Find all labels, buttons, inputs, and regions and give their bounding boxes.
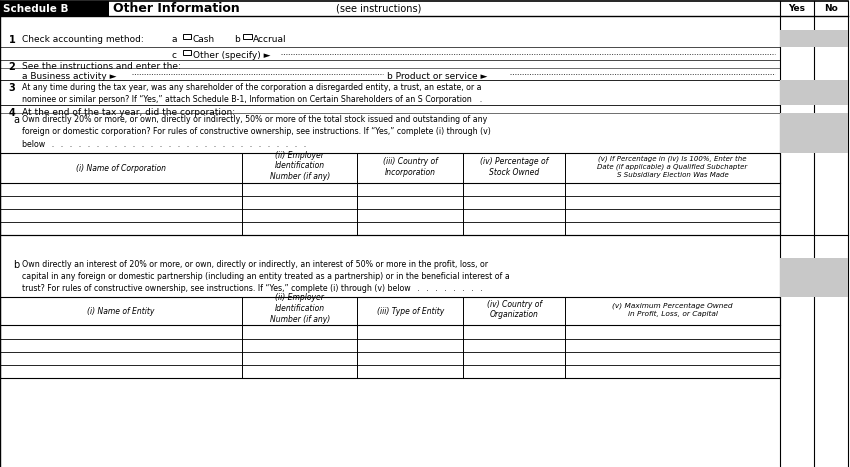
Bar	[779, 113, 813, 153]
Text: Check accounting method:: Check accounting method:	[22, 35, 144, 44]
Bar	[779, 80, 813, 105]
Text: 4: 4	[8, 108, 15, 118]
Text: Own directly an interest of 20% or more, or own, directly or indirectly, an inte: Own directly an interest of 20% or more,…	[22, 260, 510, 293]
Bar	[0, 1, 109, 16]
Text: (v) If Percentage in (iv) Is 100%, Enter the
Date (if applicable) a Qualified Su: (v) If Percentage in (iv) Is 100%, Enter…	[598, 156, 748, 177]
Text: (i) Name of Entity: (i) Name of Entity	[88, 306, 155, 316]
Text: (i) Name of Corporation: (i) Name of Corporation	[76, 163, 166, 173]
Text: No: No	[824, 4, 838, 13]
Bar	[183, 50, 191, 55]
Text: Schedule B: Schedule B	[3, 4, 68, 14]
Text: (iv) Country of
Organization: (iv) Country of Organization	[487, 300, 541, 319]
Bar	[0, 153, 779, 235]
Text: (see instructions): (see instructions)	[336, 4, 421, 14]
Bar	[813, 80, 847, 105]
Text: c: c	[172, 51, 177, 60]
Bar	[0, 297, 779, 378]
Text: (v) Maximum Percentage Owned
in Profit, Loss, or Capital: (v) Maximum Percentage Owned in Profit, …	[612, 303, 733, 317]
Text: a: a	[14, 115, 20, 125]
Text: (iii) Country of
Incorporation: (iii) Country of Incorporation	[382, 157, 438, 177]
Text: a: a	[172, 35, 177, 44]
Bar	[779, 30, 813, 47]
Text: 2: 2	[8, 63, 15, 72]
Bar	[183, 34, 191, 39]
Text: a Business activity ►: a Business activity ►	[22, 71, 116, 81]
Text: Cash: Cash	[193, 35, 215, 44]
Text: Yes: Yes	[788, 4, 805, 13]
Text: Own directly 20% or more, or own, directly or indirectly, 50% or more of the tot: Own directly 20% or more, or own, direct…	[22, 115, 490, 149]
Text: (ii) Employer
Identification
Number (if any): (ii) Employer Identification Number (if …	[269, 293, 330, 324]
Text: (iv) Percentage of
Stock Owned: (iv) Percentage of Stock Owned	[480, 157, 548, 177]
Text: (ii) Employer
Identification
Number (if any): (ii) Employer Identification Number (if …	[269, 150, 330, 181]
Bar	[243, 34, 252, 39]
Bar	[813, 30, 847, 47]
Text: See the instructions and enter the:: See the instructions and enter the:	[22, 63, 181, 71]
Bar	[779, 258, 813, 297]
Text: 1: 1	[8, 35, 15, 45]
Bar	[813, 258, 847, 297]
Text: b: b	[234, 35, 240, 44]
Text: 3: 3	[8, 83, 15, 92]
Text: At the end of the tax year, did the corporation:: At the end of the tax year, did the corp…	[22, 108, 235, 117]
Text: Accrual: Accrual	[253, 35, 287, 44]
Bar	[813, 113, 847, 153]
Text: Other (specify) ►: Other (specify) ►	[193, 51, 270, 60]
Text: b Product or service ►: b Product or service ►	[387, 71, 487, 81]
Text: At any time during the tax year, was any shareholder of the corporation a disreg: At any time during the tax year, was any…	[22, 83, 482, 104]
Text: (iii) Type of Entity: (iii) Type of Entity	[377, 306, 444, 316]
Text: Other Information: Other Information	[113, 2, 240, 15]
Text: b: b	[14, 260, 20, 270]
